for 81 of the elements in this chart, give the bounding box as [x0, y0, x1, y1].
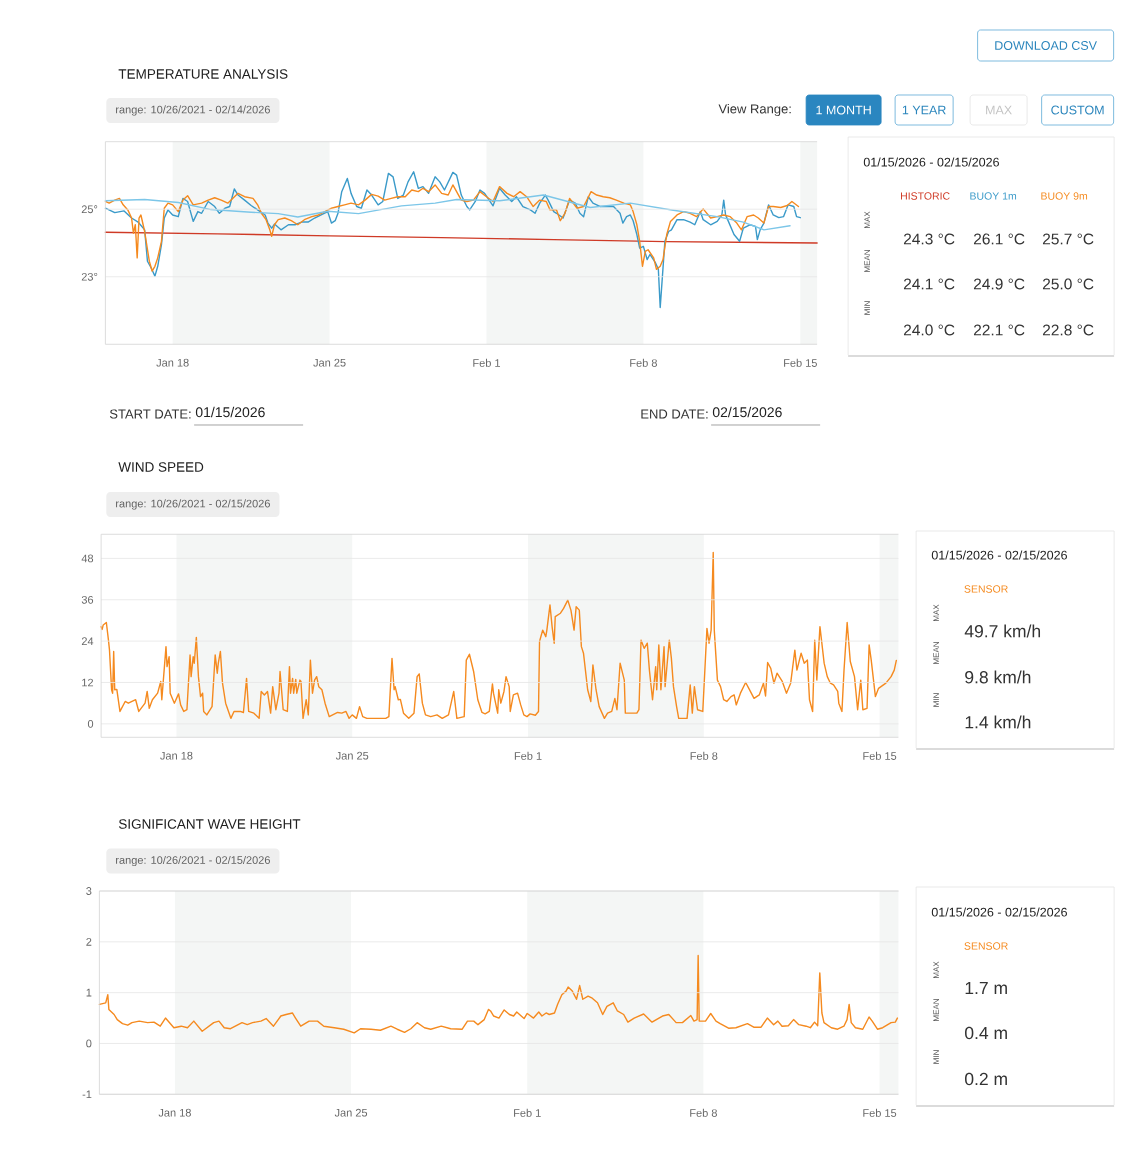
legend-label: BUOY 1m: [970, 192, 1016, 200]
y-tick-label: 0: [87, 719, 94, 728]
x-tick-label: Feb 1: [514, 751, 542, 760]
x-tick-label: Feb 8: [690, 1108, 717, 1117]
x-tick-label: Feb 15: [863, 1108, 897, 1117]
category-label: MIN: [933, 693, 939, 707]
x-tick-label: Feb 15: [863, 751, 897, 760]
y-tick-label: 3: [86, 887, 92, 895]
y-tick-label: 2: [86, 938, 92, 946]
line-series: [100, 551, 897, 720]
y-tick-label: 48: [81, 554, 94, 563]
text: DOWNLOAD CSV: [995, 41, 1097, 50]
data-label: 24.0 °C: [903, 324, 955, 336]
data-label: 22.8 °C: [1042, 324, 1094, 336]
line-series: [98, 954, 899, 1034]
text: START DATE:: [109, 409, 191, 419]
legend-label: HISTORIC: [900, 192, 950, 200]
category-label: MEAN: [933, 642, 939, 664]
text: View Range:: [718, 103, 791, 117]
x-tick-label: Jan 18: [160, 751, 193, 760]
legend-label: BUOY 9m: [1041, 192, 1087, 200]
data-label: 0.4 m: [964, 1026, 1007, 1040]
text: 01/15/2026 - 02/15/2026: [931, 907, 1067, 917]
category-label: MEAN: [933, 999, 939, 1021]
y-tick-label: 36: [81, 595, 94, 604]
category-label: MAX: [864, 211, 870, 228]
chart-title: WIND SPEED: [118, 462, 204, 472]
data-label: 26.1 °C: [973, 233, 1025, 245]
y-tick-label: 0: [86, 1039, 92, 1048]
line-series: [104, 194, 791, 231]
x-tick-label: Jan 25: [313, 358, 346, 367]
text: 01/15/2026 - 02/15/2026: [931, 550, 1067, 560]
data-label: 0.2 m: [964, 1072, 1007, 1086]
y-tick-label: 1: [86, 988, 92, 997]
x-tick-label: Feb 1: [514, 1108, 541, 1117]
category-label: MIN: [933, 1050, 939, 1064]
legend-label: SENSOR: [964, 942, 1008, 950]
x-tick-label: Jan 18: [156, 358, 189, 367]
data-label: 49.7 km/h: [964, 624, 1040, 638]
chart-title: SIGNIFICANT WAVE HEIGHT: [118, 819, 301, 829]
data-label: 25.0 °C: [1042, 278, 1094, 290]
chart-title: TEMPERATURE ANALYSIS: [118, 69, 288, 79]
data-label: 9.8 km/h: [965, 670, 1031, 684]
y-tick-label: 25°: [81, 205, 98, 214]
line-series: [104, 231, 818, 244]
text: END DATE:: [641, 409, 708, 419]
x-tick-label: Feb 8: [690, 751, 718, 760]
category-label: MAX: [933, 604, 939, 621]
text: MAX: [986, 105, 1012, 115]
data-label: 1.4 km/h: [965, 715, 1031, 729]
text: range: 10/26/2021 - 02/14/2026: [116, 105, 270, 116]
y-tick-label: 23°: [81, 272, 98, 281]
x-tick-label: Jan 25: [334, 1108, 368, 1117]
text: range: 10/26/2021 - 02/15/2026: [116, 855, 270, 867]
data-label: 1.7 m: [965, 981, 1007, 995]
x-tick-label: Feb 8: [630, 358, 657, 367]
category-label: MAX: [933, 961, 939, 979]
text: CUSTOM: [1051, 105, 1104, 115]
data-label: 25.7 °C: [1042, 233, 1094, 245]
data-label: 22.1 °C: [973, 324, 1025, 336]
line-series: [104, 184, 800, 272]
x-tick-label: Jan 25: [335, 751, 369, 760]
text: 01/15/2026 - 02/15/2026: [863, 157, 999, 167]
x-tick-label: Feb 1: [473, 358, 500, 367]
y-tick-label: 12: [82, 678, 93, 687]
text: range: 10/26/2021 - 02/15/2026: [116, 499, 270, 510]
text: 1 YEAR: [902, 105, 946, 115]
text: 01/15/2026: [195, 406, 265, 418]
data-label: 24.9 °C: [973, 278, 1025, 290]
data-label: 24.1 °C: [903, 278, 955, 290]
y-tick-label: -1: [82, 1090, 92, 1099]
y-tick-label: 24: [81, 637, 94, 645]
text: 02/15/2026: [712, 406, 782, 418]
line-series: [104, 171, 801, 309]
legend-label: SENSOR: [964, 585, 1008, 593]
category-label: MEAN: [864, 250, 870, 272]
x-tick-label: Feb 15: [784, 358, 817, 367]
data-label: 24.3 °C: [903, 233, 955, 245]
x-tick-label: Jan 18: [158, 1108, 191, 1117]
text: 1 MONTH: [816, 105, 871, 115]
category-label: MIN: [864, 301, 870, 315]
